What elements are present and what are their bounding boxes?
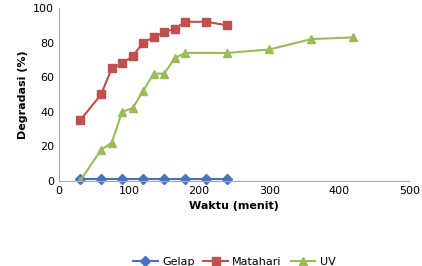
UV [183, 51, 188, 55]
UV [225, 51, 230, 55]
UV [351, 36, 356, 39]
UV [109, 141, 114, 144]
Gelap [78, 178, 83, 181]
UV [119, 110, 124, 113]
Matahari [141, 41, 146, 44]
Matahari [109, 67, 114, 70]
UV [99, 148, 104, 151]
UV [141, 89, 146, 93]
UV [130, 107, 135, 110]
Matahari [99, 93, 104, 96]
Matahari [172, 27, 177, 30]
Y-axis label: Degradasi (%): Degradasi (%) [18, 50, 28, 139]
Matahari [183, 20, 188, 23]
Matahari [130, 55, 135, 58]
Gelap [99, 178, 104, 181]
Matahari [151, 36, 156, 39]
UV [267, 48, 272, 51]
Gelap [204, 178, 209, 181]
Matahari [119, 62, 124, 65]
Legend: Gelap, Matahari, UV: Gelap, Matahari, UV [129, 252, 340, 266]
X-axis label: Waktu (menit): Waktu (menit) [189, 201, 279, 211]
Matahari [204, 20, 209, 23]
Matahari [162, 31, 167, 34]
UV [162, 72, 167, 75]
Line: Gelap: Gelap [77, 176, 231, 183]
Matahari [78, 119, 83, 122]
Gelap [183, 178, 188, 181]
Gelap [119, 178, 124, 181]
Gelap [141, 178, 146, 181]
Line: UV: UV [76, 33, 357, 185]
Gelap [225, 178, 230, 181]
UV [172, 56, 177, 60]
UV [78, 179, 83, 182]
Matahari [225, 24, 230, 27]
UV [151, 72, 156, 75]
UV [309, 38, 314, 41]
Gelap [162, 178, 167, 181]
Line: Matahari: Matahari [76, 18, 231, 124]
